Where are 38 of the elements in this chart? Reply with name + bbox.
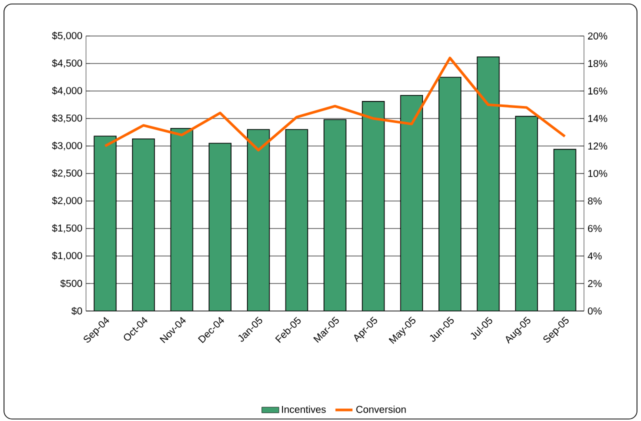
bar <box>286 130 308 311</box>
y2-tick-label: 4% <box>588 252 602 260</box>
y-tick-label: $2,500 <box>52 169 82 178</box>
bar <box>438 77 461 311</box>
bar <box>324 120 346 311</box>
y2-tick-label: 14% <box>588 114 608 122</box>
bar <box>516 116 538 311</box>
bar <box>400 95 423 311</box>
bar <box>94 136 116 311</box>
y2-tick-label: 2% <box>588 280 602 288</box>
legend-label: Conversion <box>356 406 406 413</box>
y2-tick-label: 0% <box>588 307 602 315</box>
bar <box>132 138 154 311</box>
bar <box>170 128 193 311</box>
bar <box>247 130 270 311</box>
y-tick-label: $4,500 <box>52 59 82 68</box>
y2-tick-label: 16% <box>588 87 608 95</box>
y-tick-label: $1,500 <box>52 224 82 233</box>
line-series <box>104 56 566 152</box>
y-tick-label: $500 <box>60 279 82 288</box>
y-tick-label: $3,000 <box>52 142 82 150</box>
y2-tick-label: 20% <box>588 32 608 40</box>
y-tick-label: $0 <box>71 306 82 316</box>
y-tick-label: $2,000 <box>52 196 82 206</box>
bar <box>477 56 500 311</box>
bar <box>362 101 384 311</box>
bar <box>209 143 232 311</box>
y-tick-label: $4,000 <box>52 86 82 96</box>
bar <box>553 148 576 311</box>
y-tick-label: $1,000 <box>52 252 82 260</box>
y2-tick-label: 18% <box>588 60 608 68</box>
y-tick-label: $3,500 <box>52 114 82 123</box>
y2-tick-label: 6% <box>588 224 602 232</box>
y-tick-label: $5,000 <box>52 32 82 40</box>
y2-tick-label: 12% <box>588 142 608 150</box>
y2-tick-label: 8% <box>588 197 602 205</box>
legend-label: Incentives <box>282 406 326 413</box>
y2-tick-label: 10% <box>588 170 608 178</box>
